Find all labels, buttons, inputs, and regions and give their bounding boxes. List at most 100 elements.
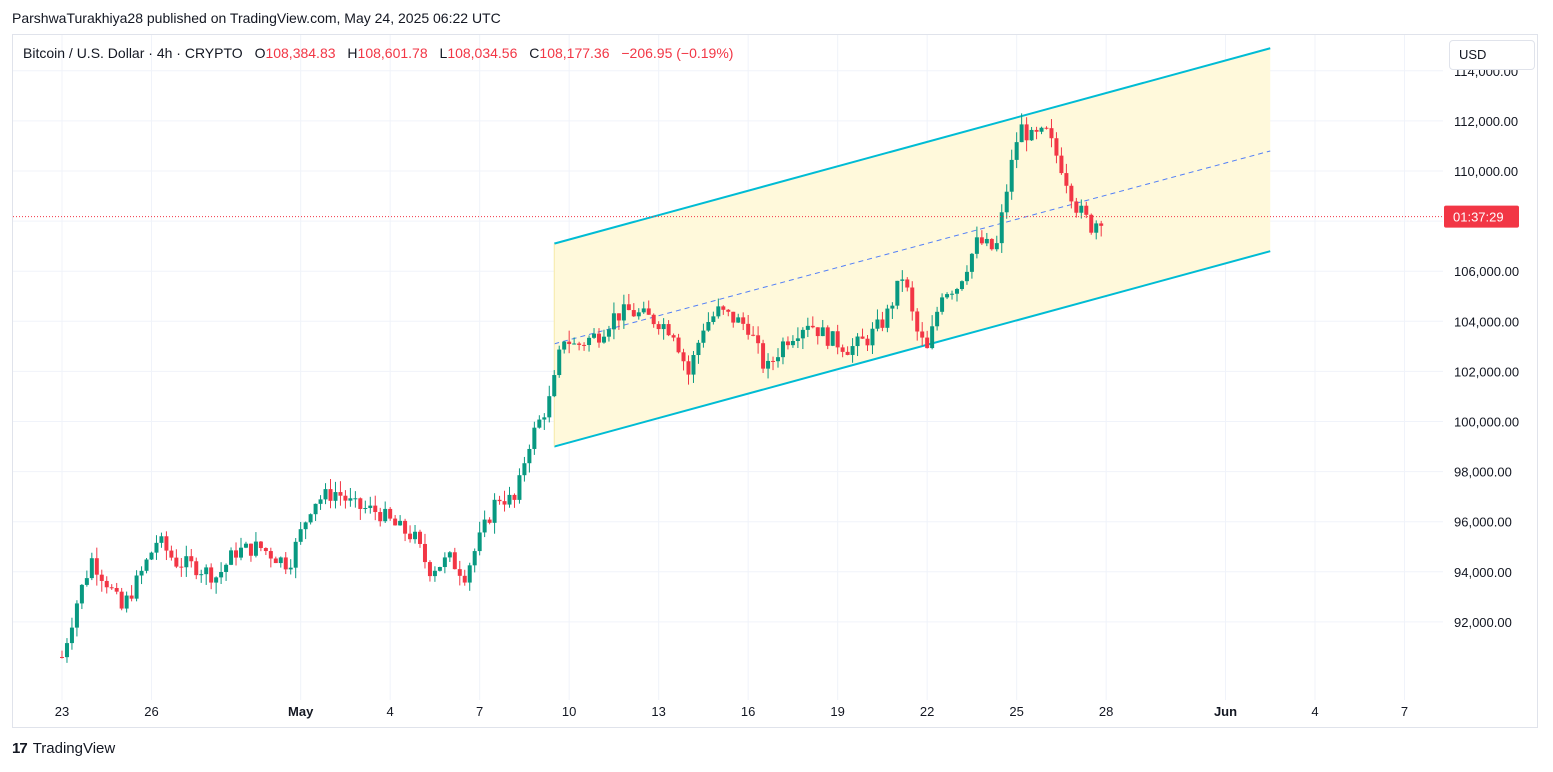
candle bbox=[209, 563, 214, 590]
currency-button[interactable]: USD bbox=[1449, 40, 1535, 70]
candle bbox=[969, 252, 974, 279]
candle bbox=[950, 290, 955, 300]
candle bbox=[1094, 220, 1099, 240]
candle bbox=[532, 421, 537, 455]
candle bbox=[567, 330, 572, 354]
candle-body bbox=[507, 494, 512, 505]
candle bbox=[462, 569, 467, 586]
candle bbox=[885, 304, 890, 333]
candle bbox=[1019, 113, 1024, 143]
tradingview-logo[interactable]: 17 TradingView bbox=[12, 740, 115, 757]
candle-body bbox=[716, 306, 721, 317]
candle bbox=[751, 326, 756, 337]
candle bbox=[383, 501, 388, 523]
candle bbox=[482, 510, 487, 538]
candle-body bbox=[418, 531, 422, 544]
candle bbox=[895, 280, 900, 310]
candle bbox=[955, 287, 959, 302]
tradingview-brand: TradingView bbox=[32, 740, 116, 757]
candle bbox=[746, 314, 751, 340]
candle-body bbox=[1034, 129, 1039, 132]
candle-body bbox=[547, 396, 552, 418]
candle bbox=[800, 327, 805, 350]
candle bbox=[587, 335, 592, 352]
candle bbox=[805, 317, 810, 338]
candle-body bbox=[298, 529, 303, 542]
candle-body bbox=[273, 558, 278, 564]
candle bbox=[119, 587, 124, 611]
candle-body bbox=[989, 238, 994, 250]
candle bbox=[959, 280, 964, 291]
candle bbox=[114, 582, 119, 595]
candle-body bbox=[432, 570, 437, 577]
candle-body bbox=[974, 237, 979, 254]
candle bbox=[432, 566, 437, 582]
candle bbox=[636, 308, 641, 320]
candle-body bbox=[597, 333, 601, 343]
candle bbox=[984, 232, 989, 247]
candle-body bbox=[268, 551, 273, 559]
candle bbox=[656, 321, 661, 335]
candle bbox=[552, 370, 557, 398]
candle bbox=[323, 483, 328, 505]
candle-body bbox=[850, 346, 855, 355]
candle bbox=[184, 545, 189, 577]
symbol-label[interactable]: Bitcoin / U.S. Dollar · 4h · CRYPTO bbox=[23, 45, 243, 61]
candle-body bbox=[696, 342, 701, 356]
candle bbox=[368, 496, 373, 514]
candle bbox=[154, 535, 159, 560]
candle bbox=[616, 313, 621, 330]
candle bbox=[1014, 132, 1019, 169]
candle bbox=[229, 547, 234, 566]
candle-body bbox=[60, 656, 64, 658]
candle-body bbox=[726, 309, 731, 312]
candle-body bbox=[920, 331, 925, 338]
candle bbox=[204, 564, 209, 585]
candle-body bbox=[771, 360, 776, 362]
candle-body bbox=[800, 329, 805, 339]
candle-body bbox=[795, 338, 800, 342]
candle bbox=[810, 316, 815, 329]
candle-body bbox=[403, 520, 408, 534]
candle-body bbox=[984, 238, 989, 244]
change-value: −206.95 (−0.19%) bbox=[621, 45, 734, 61]
candle bbox=[522, 456, 527, 482]
candle-body bbox=[636, 312, 641, 317]
candle-body bbox=[1094, 223, 1099, 233]
candle bbox=[378, 507, 383, 527]
candle bbox=[472, 548, 477, 573]
candle-body bbox=[109, 587, 114, 589]
candle-body bbox=[1089, 214, 1094, 233]
ohlc-legend: Bitcoin / U.S. Dollar · 4h · CRYPTO O108… bbox=[23, 45, 733, 61]
candle bbox=[1099, 220, 1104, 237]
candle bbox=[348, 487, 353, 507]
tradingview-logo-icon: 17 bbox=[12, 740, 28, 757]
candle-body bbox=[686, 361, 691, 375]
candle bbox=[338, 481, 343, 506]
candle-body bbox=[661, 324, 666, 330]
candle bbox=[945, 292, 950, 300]
candle-body bbox=[378, 512, 383, 522]
candle-body bbox=[626, 304, 631, 311]
last-price-line: 01:37:29 bbox=[13, 205, 1519, 228]
candle bbox=[64, 638, 69, 663]
candle bbox=[69, 617, 74, 650]
x-tick-label: 22 bbox=[920, 704, 934, 719]
candle-body bbox=[343, 495, 348, 501]
candle-body bbox=[472, 551, 477, 566]
candle-body bbox=[139, 570, 144, 576]
candle-body bbox=[527, 448, 532, 464]
candle-body bbox=[810, 325, 815, 328]
candle bbox=[164, 531, 169, 561]
candle bbox=[542, 413, 547, 430]
x-tick-label: 26 bbox=[144, 704, 158, 719]
candle bbox=[169, 545, 174, 561]
candle bbox=[243, 541, 248, 549]
candle bbox=[701, 323, 706, 348]
candle-body bbox=[776, 357, 780, 362]
candle bbox=[756, 326, 761, 354]
candle-body bbox=[99, 574, 104, 581]
candle-body bbox=[731, 311, 736, 323]
candle-body bbox=[979, 237, 984, 244]
